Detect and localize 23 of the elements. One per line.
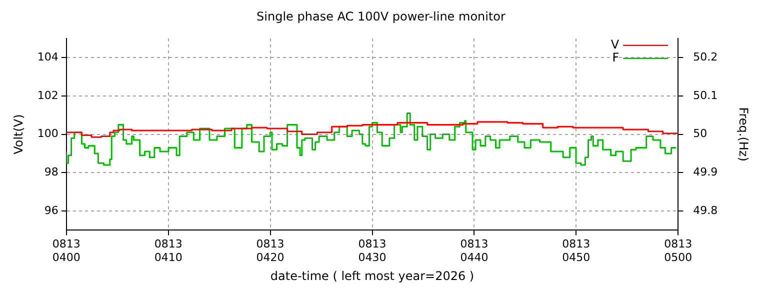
y2-axis-title: Freq.(Hz) xyxy=(736,107,751,162)
x-tick-label: 0813 0440 xyxy=(460,238,488,264)
x-tick-label: 0813 0420 xyxy=(256,238,284,264)
x-axis-title: date-time ( left most year=2026 ) xyxy=(270,268,474,283)
chart-title: Single phase AC 100V power-line monitor xyxy=(256,9,506,24)
y-tick-label: 98 xyxy=(44,166,58,179)
x-tick-label: 0813 0400 xyxy=(52,238,80,264)
x-tick-label: 0813 0430 xyxy=(358,238,386,264)
y2-tick-label: 50 xyxy=(693,127,708,140)
legend-label: F xyxy=(612,50,620,65)
y2-tick-label: 49.8 xyxy=(693,204,718,217)
y-tick-label: 102 xyxy=(37,88,58,102)
y2-tick-label: 50.2 xyxy=(693,50,718,64)
x-tick-label: 0813 0500 xyxy=(664,238,692,264)
y2-tick-label: 49.9 xyxy=(693,166,718,179)
y2-tick-label: 50.1 xyxy=(693,88,718,102)
x-tick-label: 0813 0410 xyxy=(154,238,182,264)
y-tick-label: 96 xyxy=(44,204,58,217)
y-axis-title: Volt(V) xyxy=(11,114,26,154)
y-tick-label: 104 xyxy=(37,50,58,64)
legend-label: V xyxy=(610,38,620,52)
y-tick-label: 100 xyxy=(37,127,58,140)
x-tick-label: 0813 0450 xyxy=(562,238,590,264)
